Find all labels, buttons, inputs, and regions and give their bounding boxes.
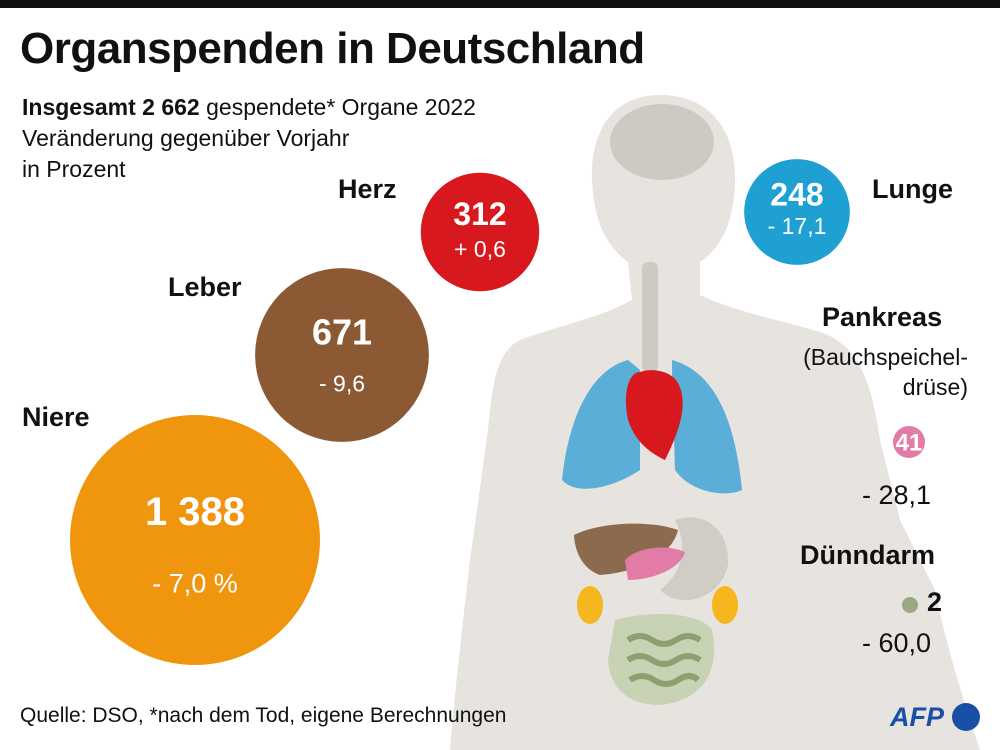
label-niere: Niere [22,402,90,432]
right-kidney-icon [712,586,738,624]
left-lung-icon [562,360,640,489]
pancreas-icon [625,547,685,580]
source-note: Quelle: DSO, *nach dem Tod, eigene Berec… [20,704,507,727]
page-title: Organspenden in Deutschland [20,24,645,73]
bubble-value-label: 671 [312,312,372,353]
bubble-change-label: - 9,6 [319,371,365,397]
bubble-niere [70,415,320,665]
left-kidney-icon [577,586,603,624]
afp-logo-dot [952,703,980,731]
bubble-change-label: + 0,6 [454,236,506,262]
trachea-icon [642,262,658,372]
subtitle-line2: Veränderung gegenüber Vorjahr [22,125,350,151]
bubble-change-label: - 17,1 [768,213,827,239]
bubble-layer: 1 388 - 7,0 % 671 - 9,6 312 + 0,6 248- 17,1 41 [70,159,925,665]
label-lunge: Lunge [872,174,953,204]
afp-logo: AFP [890,702,944,732]
label-herz: Herz [338,174,397,204]
label-pankreas-note: (Bauchspeichel-drüse) [803,344,968,400]
bubble-pankreas [893,426,925,458]
bubble-dünndarm [902,597,918,613]
bubble-value-label: 41 [896,430,923,457]
subtitle-line3: in Prozent [22,156,126,182]
small-intestine-icon [626,633,702,687]
label-duenndarm: Dünndarm [800,540,935,570]
stomach-icon [660,517,729,601]
bubble-herz [420,172,540,292]
change-duenndarm: - 60,0 [862,628,932,658]
brain-icon [610,104,714,180]
subtitle: Insgesamt 2 662 gespendete* Organe 2022 … [22,92,476,185]
subtitle-total: Insgesamt 2 662 [22,94,200,120]
bubble-value-label: 248 [770,177,823,213]
bubble-value-label: 1 388 [145,490,245,534]
label-pankreas: Pankreas [822,302,943,332]
bubble-value-label: 312 [453,196,506,232]
bubble-leber [255,268,429,442]
change-pankreas: - 28,1 [862,480,932,510]
value-duenndarm: 2 [927,587,943,617]
liver-icon [574,523,678,575]
heart-icon [625,370,683,460]
bubble-change-label: - 7,0 % [152,569,238,599]
right-lung-icon [672,360,742,494]
label-leber: Leber [168,272,242,302]
top-bar [0,0,1000,8]
subtitle-rest: gespendete* Organe 2022 [199,94,476,120]
bubble-lunge [744,159,850,265]
